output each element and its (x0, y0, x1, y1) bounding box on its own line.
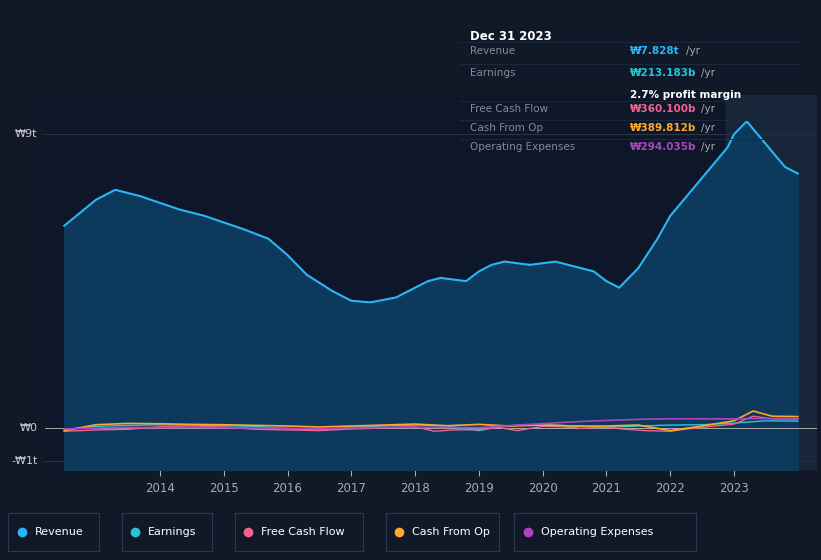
Text: Earnings: Earnings (470, 68, 516, 78)
Text: Revenue: Revenue (34, 527, 84, 537)
Text: Free Cash Flow: Free Cash Flow (261, 527, 345, 537)
Text: -₩1t: -₩1t (11, 456, 38, 465)
Text: Free Cash Flow: Free Cash Flow (470, 104, 548, 114)
Text: ₩213.183b: ₩213.183b (630, 68, 696, 78)
Text: ₩389.812b: ₩389.812b (630, 123, 696, 133)
Text: ₩360.100b: ₩360.100b (630, 104, 696, 114)
Text: ₩9t: ₩9t (15, 129, 38, 139)
Text: /yr: /yr (700, 68, 715, 78)
Bar (727, 95, 821, 470)
Text: Operating Expenses: Operating Expenses (470, 142, 576, 152)
Text: Revenue: Revenue (470, 46, 516, 56)
Text: ₩294.035b: ₩294.035b (630, 142, 696, 152)
FancyBboxPatch shape (122, 513, 212, 551)
Text: Operating Expenses: Operating Expenses (541, 527, 653, 537)
Text: Dec 31 2023: Dec 31 2023 (470, 30, 552, 43)
Text: ₩0: ₩0 (20, 423, 38, 433)
Text: /yr: /yr (700, 123, 715, 133)
FancyBboxPatch shape (8, 513, 99, 551)
Text: Cash From Op: Cash From Op (412, 527, 490, 537)
FancyBboxPatch shape (235, 513, 363, 551)
FancyBboxPatch shape (386, 513, 499, 551)
Text: /yr: /yr (700, 104, 715, 114)
Text: /yr: /yr (700, 142, 715, 152)
FancyBboxPatch shape (514, 513, 695, 551)
Text: ₩7.828t: ₩7.828t (630, 46, 680, 56)
Text: Earnings: Earnings (148, 527, 196, 537)
Text: Cash From Op: Cash From Op (470, 123, 544, 133)
Text: 2.7% profit margin: 2.7% profit margin (630, 91, 741, 100)
Text: /yr: /yr (686, 46, 699, 56)
